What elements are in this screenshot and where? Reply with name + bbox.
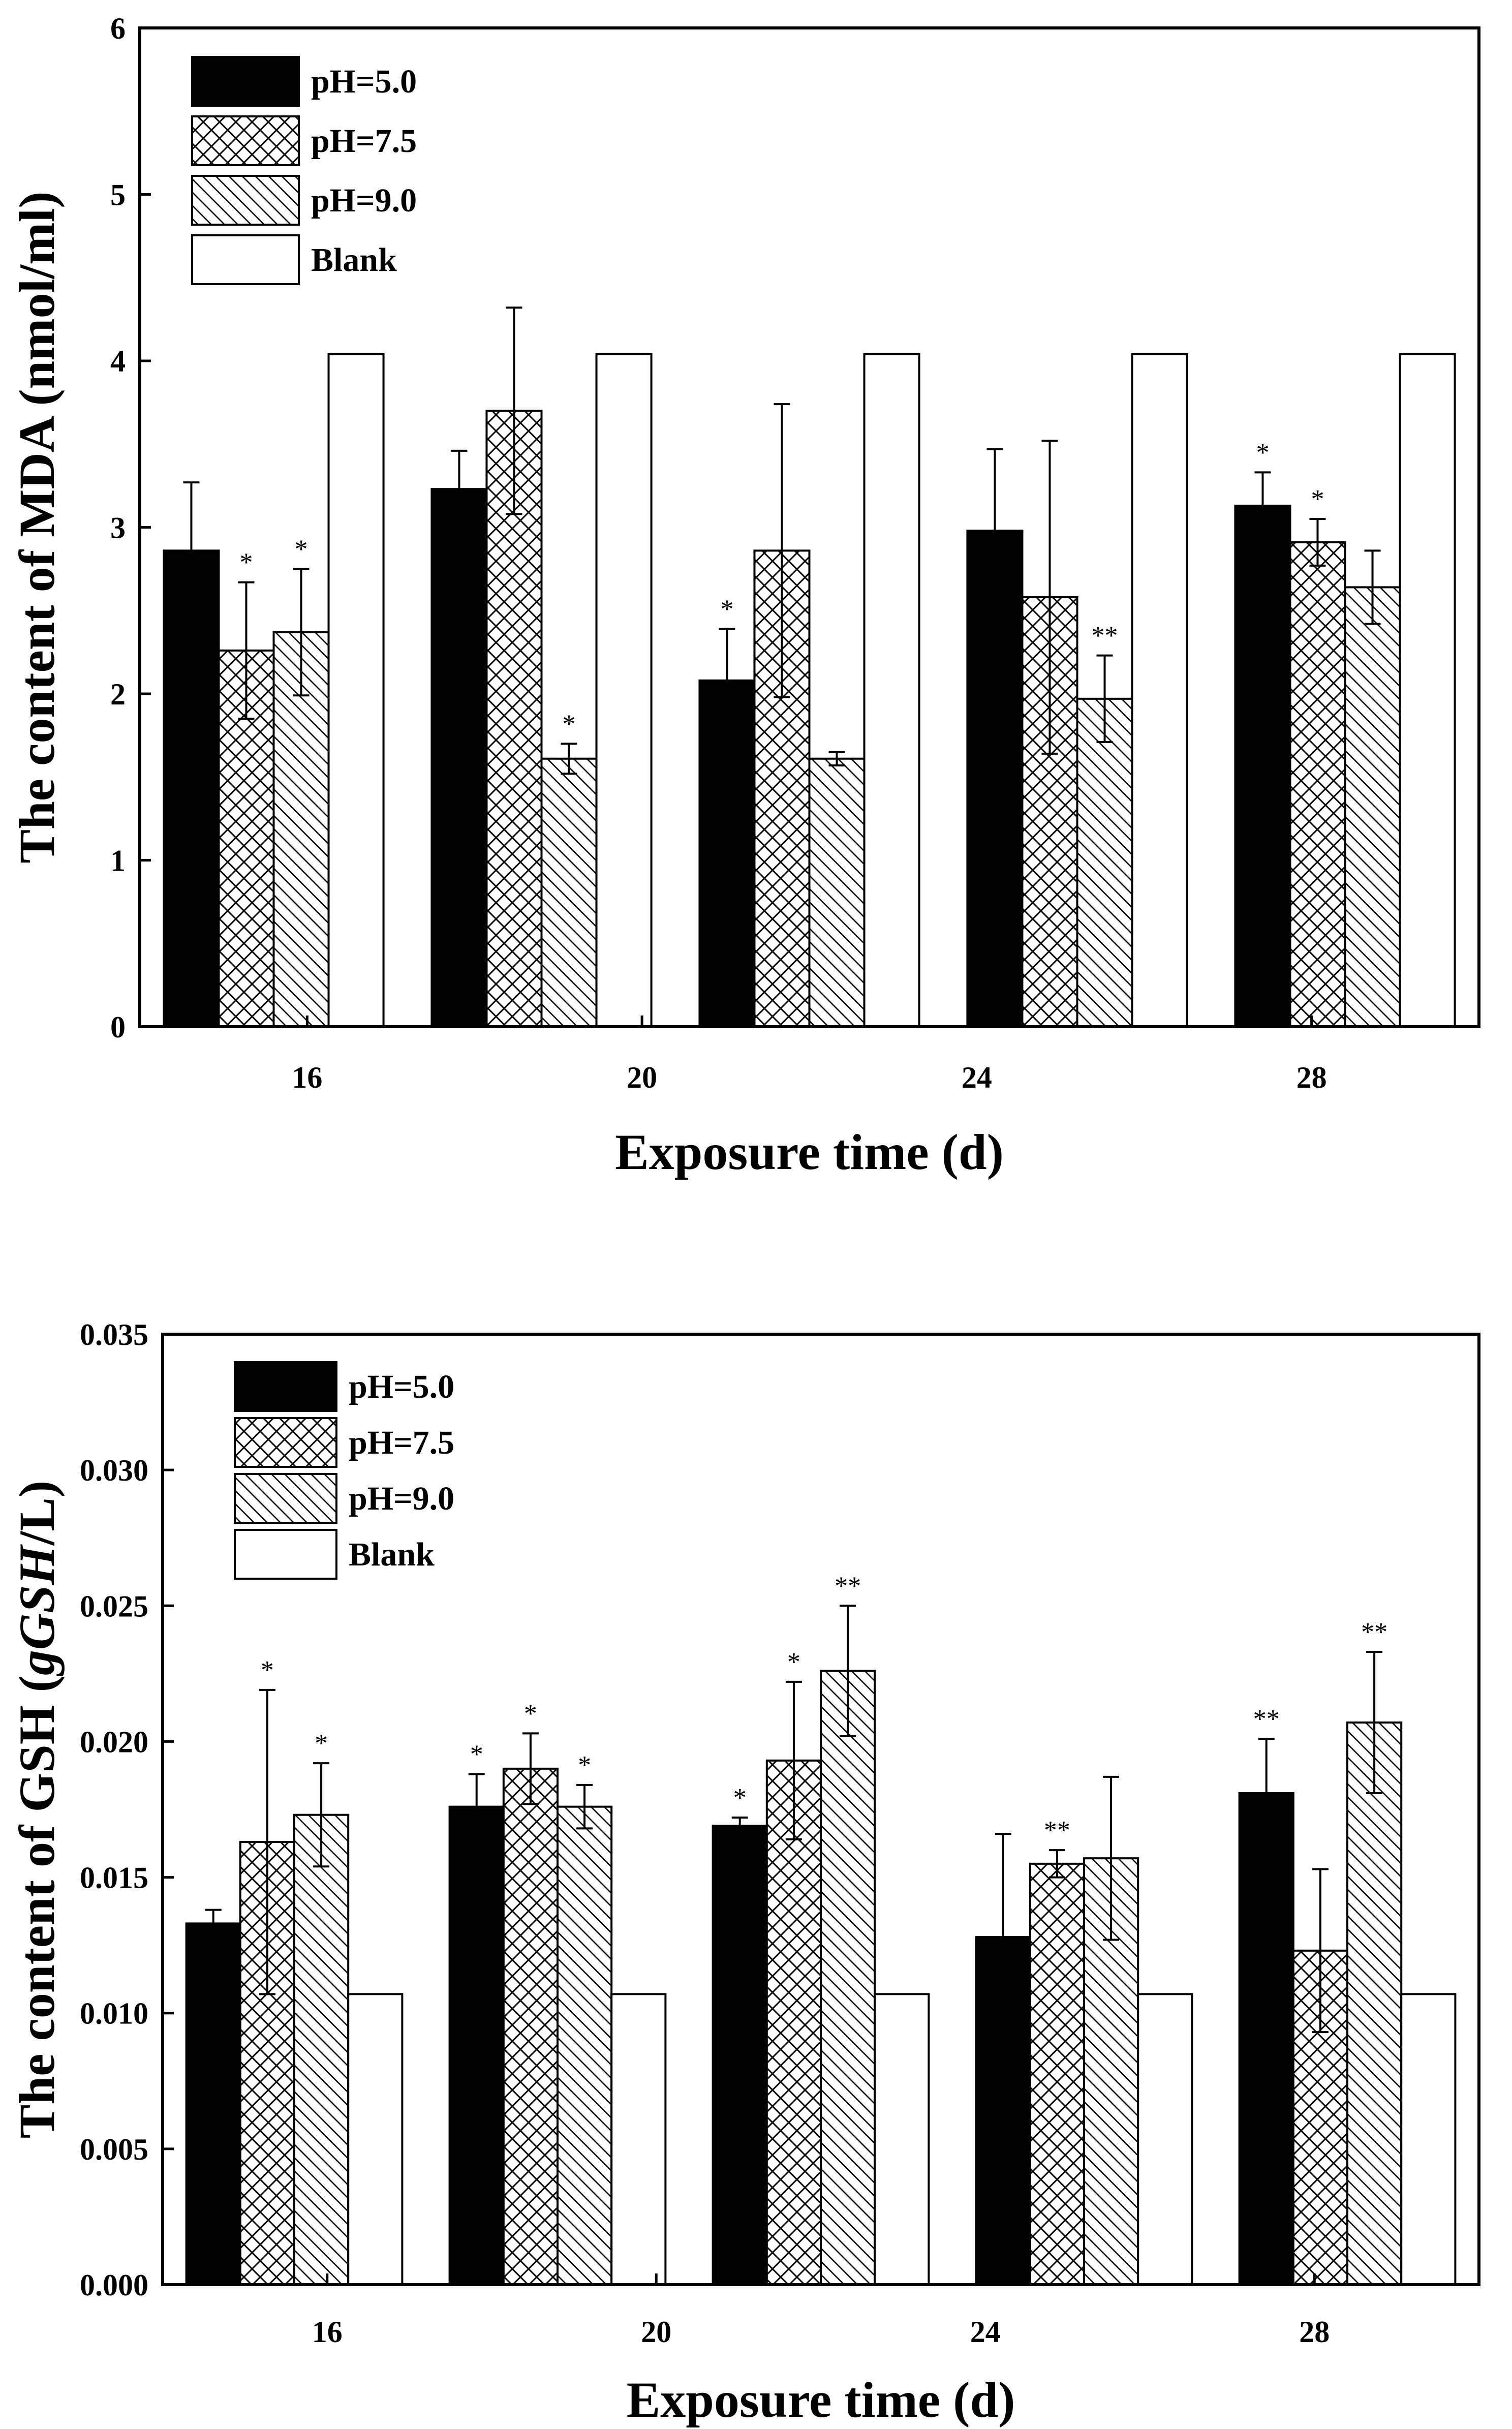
bar-diagonal-2 [540,757,598,1028]
legend-label: Blank [311,241,397,279]
bar-open-2 [595,353,653,1028]
significance-mark: * [578,1751,591,1780]
bar-open-5 [1399,353,1456,1028]
bar-diagonal-3 [808,757,866,1028]
bar-open-3 [863,353,920,1028]
significance-mark: * [239,548,253,577]
legend-swatch-solid [234,1361,337,1412]
x-tick-label: 16 [292,1061,322,1094]
x-tick-label: 20 [627,1061,657,1094]
bar-solid-2 [448,1805,505,2286]
y-axis-title: The content of MDA (nmol/ml) [9,191,65,863]
significance-mark: * [261,1656,274,1685]
significance-mark: * [315,1729,328,1758]
significance-mark: * [563,710,576,739]
y-tick-label: 4 [110,345,126,378]
bar-diagonal-5 [1346,1721,1403,2286]
legend-swatch-solid [191,56,300,107]
bar-solid-5 [1238,1792,1294,2286]
legend-label: Blank [349,1536,435,1573]
bar-open-4 [1137,1993,1193,2286]
significance-mark: ** [1044,1816,1070,1845]
bar-crosshatch-4 [1029,1862,1086,2286]
legend-label: pH=7.5 [349,1424,454,1461]
bar-open-1 [327,353,385,1028]
bar-open-1 [347,1993,404,2286]
significance-mark: ** [1253,1705,1280,1734]
legend-swatch-diagonal [234,1473,337,1524]
legend-label: pH=5.0 [311,63,417,100]
significance-mark: * [1256,438,1269,467]
legend-swatch-open [191,234,300,285]
legend-label: pH=7.5 [311,122,417,160]
chart-panel-2: ***************0.0000.0050.0100.0150.020… [9,1318,1480,2428]
y-tick-label: 0.030 [80,1454,148,1487]
bar-solid-3 [712,1825,768,2286]
significance-mark: ** [1092,622,1118,651]
bar-diagonal-1 [293,1813,350,2286]
y-tick-label: 0.005 [80,2133,148,2166]
bar-diagonal-5 [1344,586,1401,1028]
bar-crosshatch-5 [1289,541,1346,1028]
significance-mark: * [295,535,308,564]
x-tick-label: 24 [970,2315,1001,2349]
bar-diagonal-3 [820,1670,876,2286]
y-axis-title: The content of GSH (gGSH/L) [9,1481,65,2139]
x-axis-title: Exposure time (d) [615,1124,1004,1180]
significance-mark: * [733,1784,747,1812]
bar-crosshatch-3 [765,1759,822,2286]
bar-diagonal-2 [557,1805,613,2286]
y-tick-label: 0.025 [80,1589,148,1623]
y-tick-label: 0.035 [80,1318,148,1351]
bar-solid-5 [1234,504,1291,1028]
bar-solid-1 [185,1922,241,2286]
bar-crosshatch-2 [502,1767,559,2286]
plot-frame [161,1333,1480,2286]
legend-swatch-crosshatch [234,1417,337,1468]
significance-mark: ** [1361,1618,1387,1647]
y-tick-label: 0.000 [80,2268,148,2302]
bar-open-3 [874,1993,930,2286]
x-tick-label: 20 [641,2315,671,2349]
y-tick-label: 6 [110,12,126,45]
bar-diagonal-4 [1076,697,1133,1028]
significance-mark: * [1311,485,1324,514]
y-tick-label: 0 [110,1010,126,1044]
bar-solid-2 [430,488,488,1028]
legend-swatch-diagonal [191,175,300,226]
significance-mark: * [524,1699,537,1728]
bar-open-4 [1131,353,1188,1028]
legend-label: pH=9.0 [349,1480,454,1517]
x-axis-title: Exposure time (d) [627,2372,1015,2428]
x-tick-label: 28 [1299,2315,1330,2349]
y-tick-label: 5 [110,178,126,212]
legend-swatch-open [234,1529,337,1580]
legend-swatch-crosshatch [191,115,300,166]
y-tick-label: 0.020 [80,1725,148,1759]
y-tick-label: 1 [110,844,126,878]
significance-mark: * [470,1740,483,1769]
significance-mark: * [720,595,733,624]
y-tick-label: 0.010 [80,1997,148,2031]
x-tick-label: 16 [312,2315,343,2349]
legend-label: pH=5.0 [349,1368,454,1405]
y-tick-label: 2 [110,678,126,711]
x-tick-label: 24 [962,1061,992,1094]
bar-solid-1 [163,549,220,1028]
y-tick-label: 0.015 [80,1861,148,1895]
significance-mark: * [787,1648,800,1677]
legend-label: pH=9.0 [311,182,417,219]
significance-mark: ** [835,1572,861,1601]
bar-open-5 [1400,1993,1457,2286]
y-tick-label: 3 [110,511,126,545]
x-tick-label: 28 [1297,1061,1327,1094]
bar-open-2 [610,1993,667,2286]
